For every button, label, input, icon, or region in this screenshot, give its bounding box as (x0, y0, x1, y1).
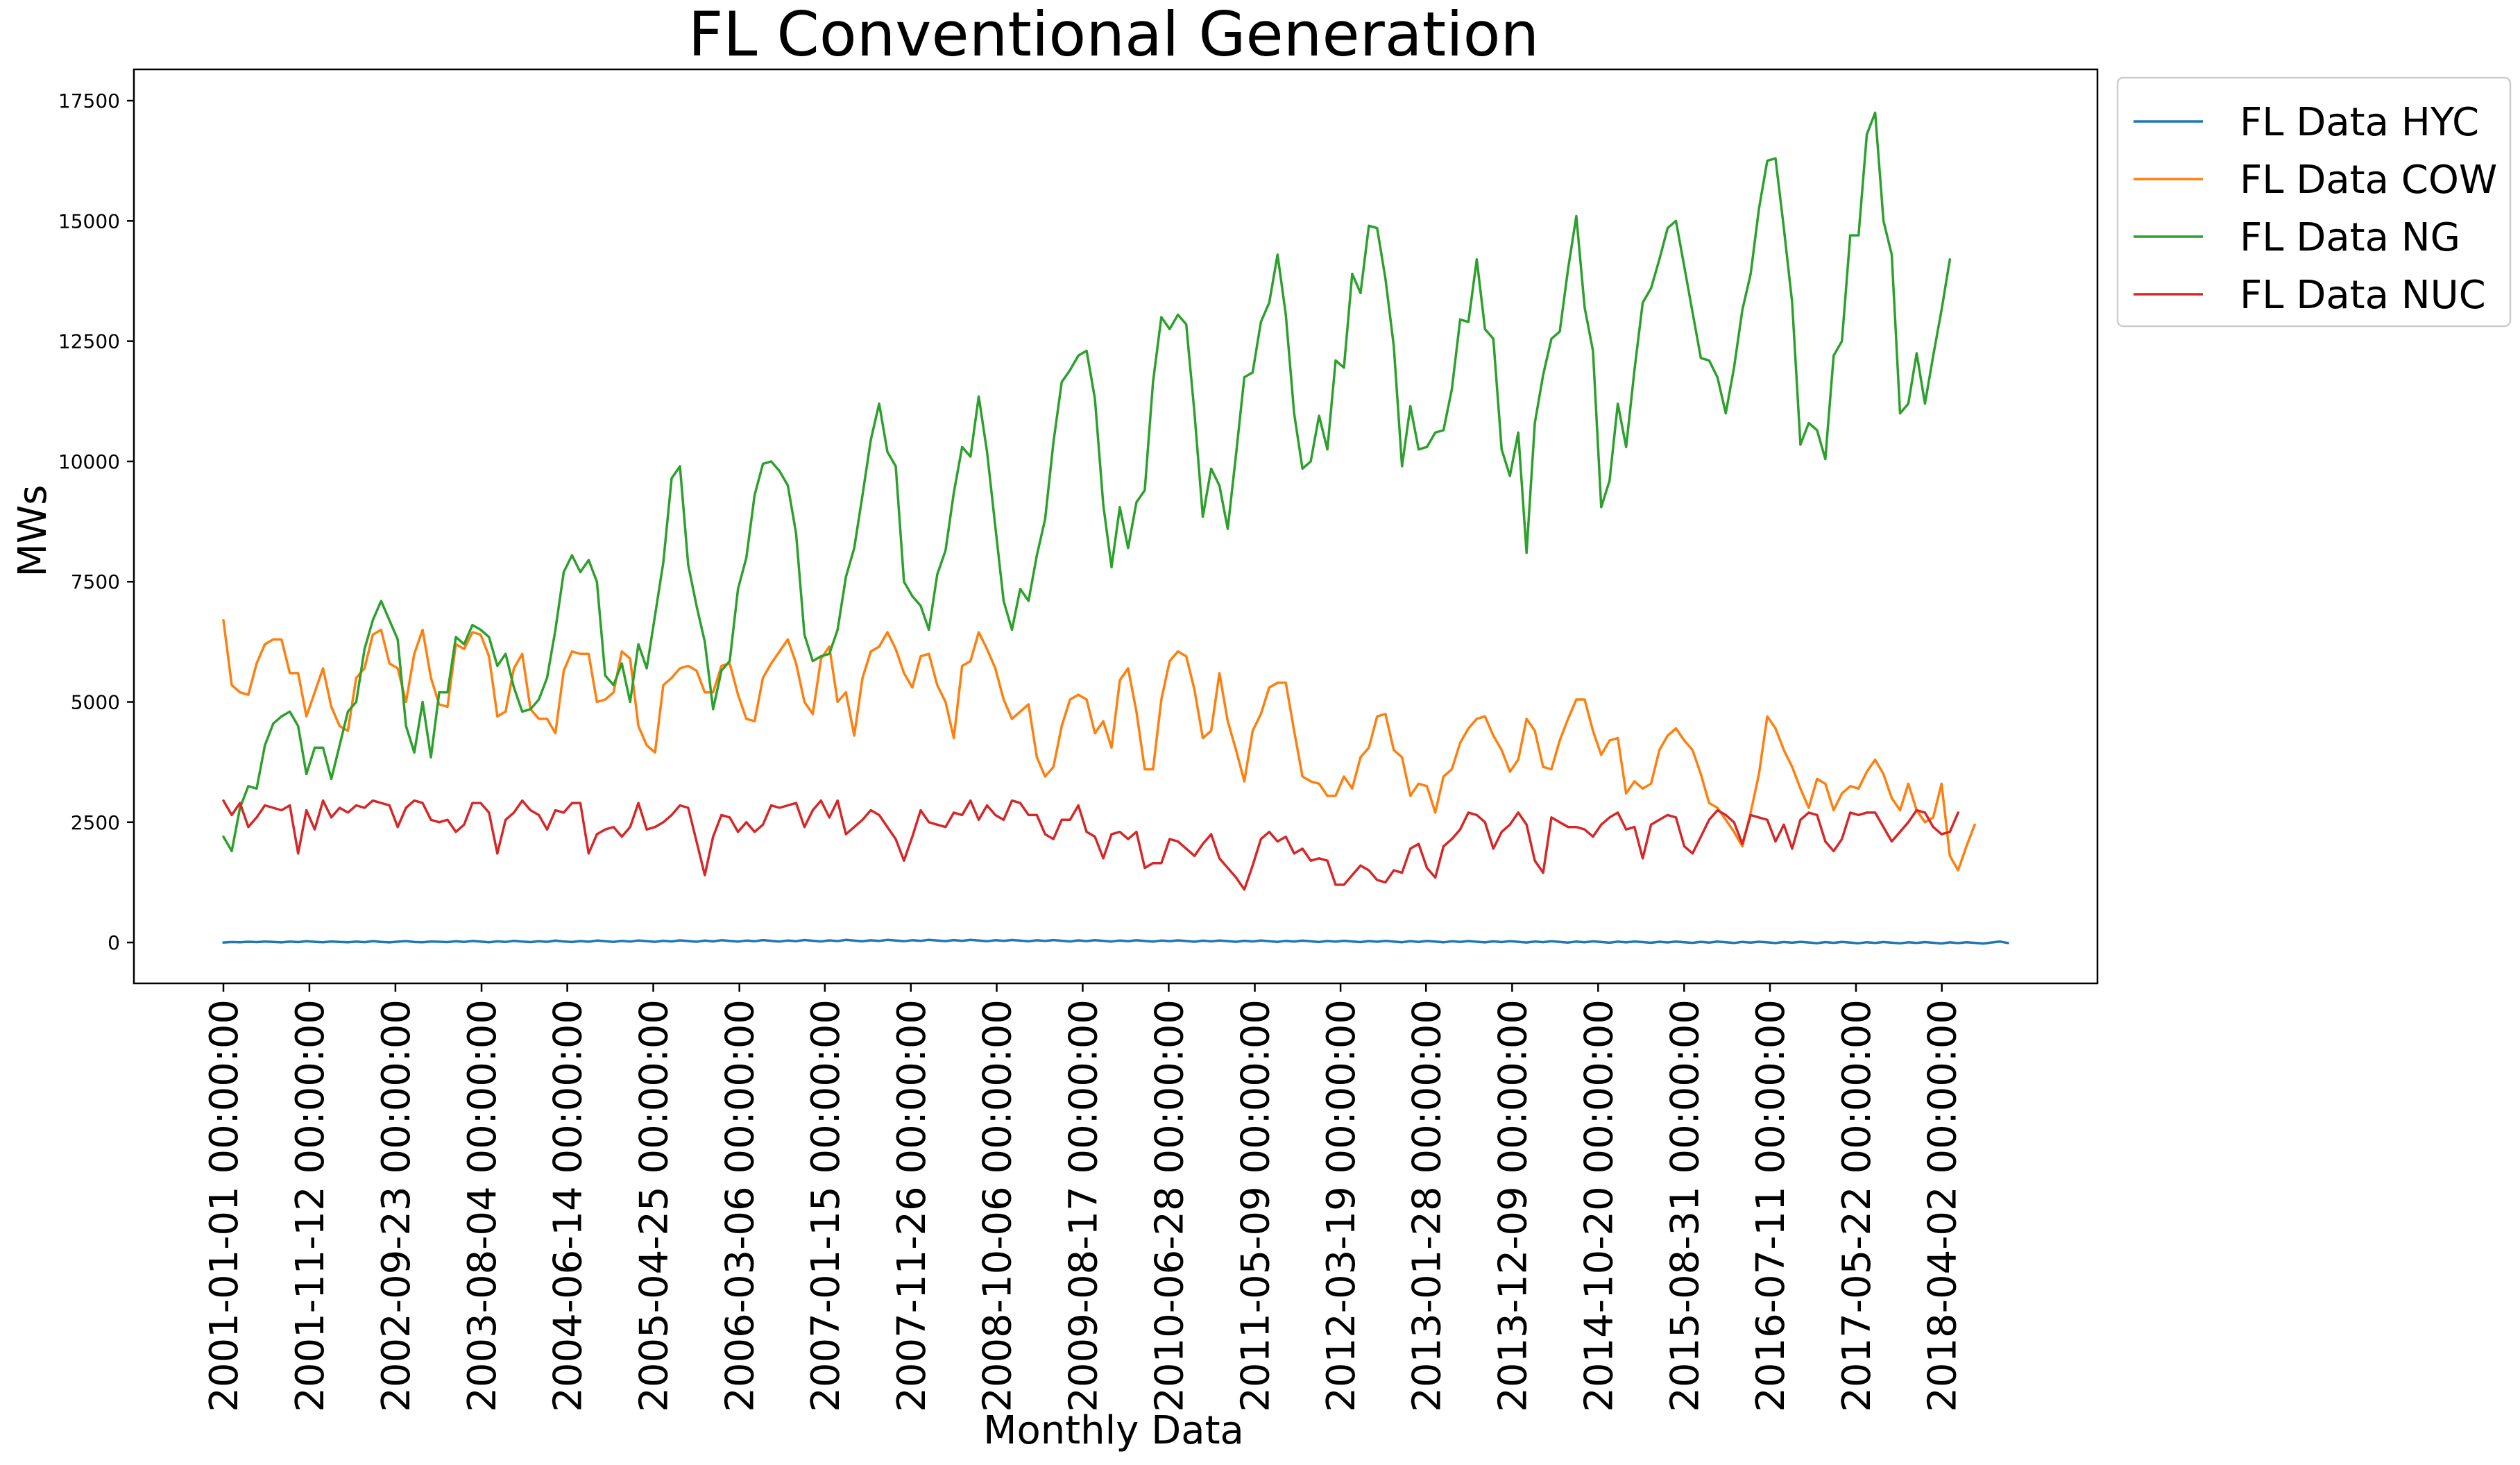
series-line-3 (222, 799, 1959, 891)
x-tick-label: 2003-08-04 00:00:00 (460, 999, 505, 1412)
legend-label-1: FL Data COW (2240, 158, 2497, 203)
x-tick-label: 2001-01-01 00:00:00 (202, 999, 247, 1412)
legend: FL Data HYC FL Data COW FL Data NG FL Data … (2116, 76, 2512, 328)
series-line-2 (222, 111, 1952, 853)
x-tick-label: 2008-10-06 00:00:00 (976, 999, 1021, 1412)
y-tick-label: 10000 (58, 450, 120, 473)
y-tick-label: 0 (108, 931, 120, 954)
x-tick-label: 2014-10-20 00:00:00 (1576, 999, 1621, 1412)
legend-frame (2116, 76, 2512, 328)
x-tick-label: 2005-04-25 00:00:00 (632, 999, 677, 1412)
x-tick-label: 2013-12-09 00:00:00 (1490, 999, 1535, 1412)
x-axis-ticks: 2001-01-01 00:00:00 2001-11-12 00:00:00 20… (202, 983, 1966, 1412)
y-tick-label: 17500 (58, 90, 120, 112)
series-line-1 (222, 618, 1976, 872)
x-tick-label: 2007-01-15 00:00:00 (803, 999, 849, 1412)
y-axis-label: MWs (10, 485, 56, 577)
series-lines (222, 111, 2009, 945)
legend-label-3: FL Data NUC (2240, 273, 2486, 318)
x-tick-label: 2006-03-06 00:00:00 (718, 999, 763, 1412)
x-axis-label: Monthly Data (983, 1408, 1244, 1453)
x-tick-label: 2009-08-17 00:00:00 (1061, 999, 1106, 1412)
chart-title: FL Conventional Generation (688, 0, 1540, 70)
x-tick-label: 2016-07-11 00:00:00 (1748, 999, 1794, 1412)
x-tick-label: 2015-08-31 00:00:00 (1662, 999, 1708, 1412)
x-tick-label: 2004-06-14 00:00:00 (546, 999, 591, 1412)
legend-label-2: FL Data NG (2240, 215, 2460, 260)
y-tick-label: 7500 (71, 570, 120, 593)
x-tick-label: 2013-01-28 00:00:00 (1404, 999, 1449, 1412)
plot-frame (133, 68, 2099, 985)
y-tick-label: 2500 (71, 811, 120, 834)
x-tick-label: 2012-03-19 00:00:00 (1319, 999, 1364, 1412)
x-tick-label: 2017-05-22 00:00:00 (1834, 999, 1880, 1412)
x-tick-label: 2007-11-26 00:00:00 (889, 999, 935, 1412)
x-tick-label: 2018-04-02 00:00:00 (1921, 999, 1966, 1412)
x-tick-label: 2001-11-12 00:00:00 (288, 999, 333, 1412)
series-line-0 (222, 938, 2009, 945)
y-tick-label: 15000 (58, 210, 120, 232)
x-tick-label: 2010-06-28 00:00:00 (1147, 999, 1192, 1412)
y-axis-ticks: 0 2500 5000 7500 10000 12500 15000 17500 (58, 90, 134, 954)
x-tick-label: 2002-09-23 00:00:00 (374, 999, 419, 1412)
x-tick-label: 2011-05-09 00:00:00 (1234, 999, 1279, 1412)
legend-label-0: FL Data HYC (2240, 100, 2479, 145)
y-tick-label: 5000 (71, 691, 120, 714)
y-tick-label: 12500 (58, 330, 120, 353)
